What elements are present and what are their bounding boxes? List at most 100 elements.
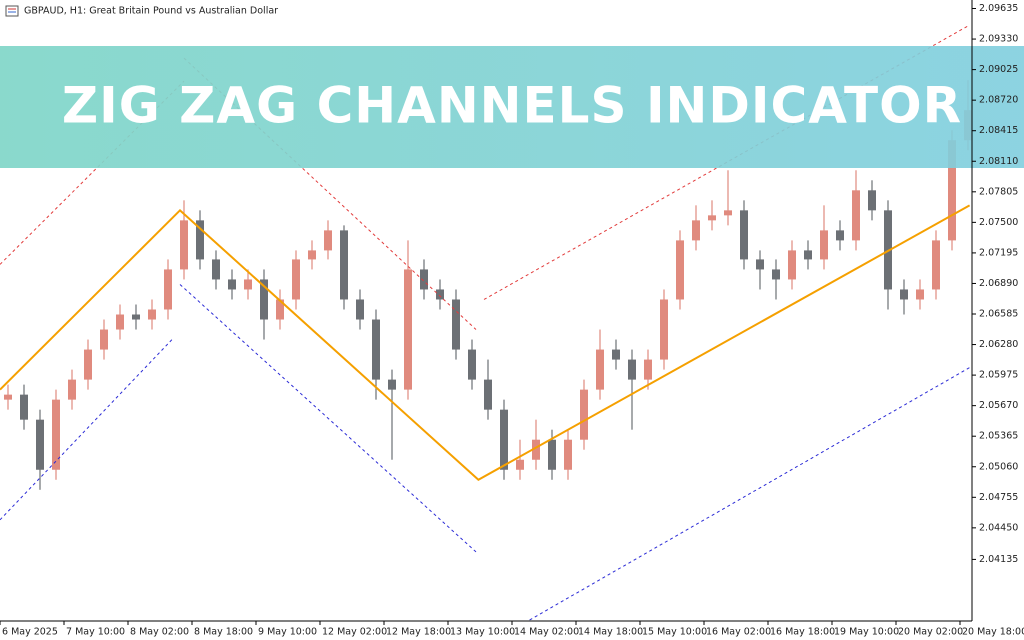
candle-body xyxy=(324,230,332,251)
candle-body xyxy=(292,259,300,300)
candle-body xyxy=(148,309,156,320)
y-tick-label: 2.06890 xyxy=(979,278,1018,289)
x-tick-label: 14 May 02:00 xyxy=(514,627,579,638)
candle-body xyxy=(868,190,876,211)
candle-body xyxy=(500,409,508,470)
candle-body xyxy=(660,299,668,360)
candle-body xyxy=(516,459,524,470)
candle-body xyxy=(484,379,492,410)
candle-body xyxy=(836,230,844,241)
candle-body xyxy=(740,210,748,260)
chart-title: GBPAUD, H1: Great Britain Pound vs Austr… xyxy=(24,6,278,17)
candle-body xyxy=(852,190,860,241)
candle-body xyxy=(932,240,940,290)
candle-body xyxy=(68,379,76,400)
x-tick-label: 13 May 10:00 xyxy=(450,627,515,638)
y-tick-label: 2.09330 xyxy=(979,34,1018,45)
x-tick-label: 16 May 02:00 xyxy=(706,627,771,638)
candle-body xyxy=(4,394,12,400)
candle-body xyxy=(724,210,732,216)
y-tick-label: 2.05060 xyxy=(979,461,1018,472)
x-tick-label: 8 May 02:00 xyxy=(130,627,189,638)
x-tick-label: 20 May 18:00 xyxy=(962,627,1024,638)
candle-body xyxy=(468,349,476,380)
x-tick-label: 16 May 18:00 xyxy=(770,627,835,638)
y-tick-label: 2.04135 xyxy=(979,554,1018,565)
candle-body xyxy=(260,279,268,320)
candle-body xyxy=(548,439,556,470)
x-tick-label: 8 May 18:00 xyxy=(194,627,253,638)
candle-body xyxy=(196,220,204,260)
candle-body xyxy=(532,439,540,460)
symbol-icon xyxy=(5,5,19,17)
candle-body xyxy=(772,269,780,280)
candle-body xyxy=(692,220,700,241)
candle-body xyxy=(676,240,684,300)
candle-body xyxy=(228,279,236,290)
y-tick-label: 2.04755 xyxy=(979,492,1018,503)
candle-body xyxy=(820,230,828,260)
candle-body xyxy=(900,289,908,300)
x-tick-label: 12 May 02:00 xyxy=(322,627,387,638)
candle-body xyxy=(580,389,588,440)
candle-body xyxy=(52,399,60,470)
candle-body xyxy=(116,314,124,330)
y-tick-label: 2.04450 xyxy=(979,522,1018,533)
x-tick-label: 15 May 10:00 xyxy=(642,627,707,638)
candle-body xyxy=(708,215,716,221)
candle-body xyxy=(212,259,220,280)
candle-body xyxy=(436,289,444,300)
candle-body xyxy=(340,230,348,300)
x-tick-label: 14 May 18:00 xyxy=(578,627,643,638)
candle-body xyxy=(20,394,28,420)
y-tick-label: 2.08720 xyxy=(979,95,1018,106)
banner xyxy=(0,46,1024,168)
y-tick-label: 2.06280 xyxy=(979,339,1018,350)
x-tick-label: 7 May 10:00 xyxy=(66,627,125,638)
candle-body xyxy=(916,289,924,300)
candle-body xyxy=(244,279,252,290)
y-tick-label: 2.06585 xyxy=(979,309,1018,320)
candle-body xyxy=(628,359,636,380)
candle-body xyxy=(100,329,108,350)
x-tick-label: 9 May 10:00 xyxy=(258,627,317,638)
candle-body xyxy=(276,299,284,320)
candle-body xyxy=(356,299,364,320)
candle-body xyxy=(788,250,796,280)
candle-body xyxy=(420,269,428,290)
candle-body xyxy=(308,250,316,260)
candle-body xyxy=(388,379,396,390)
y-tick-label: 2.05975 xyxy=(979,370,1018,381)
y-tick-label: 2.07500 xyxy=(979,217,1018,228)
candle-body xyxy=(948,140,956,241)
y-tick-label: 2.09635 xyxy=(979,3,1018,14)
channel-line xyxy=(529,367,970,621)
y-tick-label: 2.07805 xyxy=(979,186,1018,197)
y-tick-label: 2.08415 xyxy=(979,125,1018,136)
candle-body xyxy=(132,314,140,320)
banner-title: ZIG ZAG CHANNELS INDICATOR xyxy=(62,77,962,135)
x-tick-label: 19 May 10:00 xyxy=(834,627,899,638)
candle-body xyxy=(84,349,92,380)
candle-body xyxy=(404,269,412,390)
candle-body xyxy=(36,419,44,470)
candle-body xyxy=(372,319,380,380)
y-tick-label: 2.07195 xyxy=(979,247,1018,258)
x-tick-label: 20 May 02:00 xyxy=(898,627,963,638)
zigzag-line xyxy=(0,204,971,481)
y-tick-label: 2.09025 xyxy=(979,64,1018,75)
candle-body xyxy=(164,269,172,310)
plot-area xyxy=(0,24,972,621)
candle-body xyxy=(644,359,652,380)
candle-body xyxy=(756,259,764,270)
candle-body xyxy=(804,250,812,260)
candle-body xyxy=(564,439,572,470)
y-tick-label: 2.05670 xyxy=(979,400,1018,411)
candle-body xyxy=(612,349,620,360)
y-tick-label: 2.05365 xyxy=(979,431,1018,442)
x-tick-label: 6 May 2025 xyxy=(2,627,58,638)
candle-body xyxy=(452,299,460,350)
candle-body xyxy=(596,349,604,390)
candle-body xyxy=(180,220,188,270)
